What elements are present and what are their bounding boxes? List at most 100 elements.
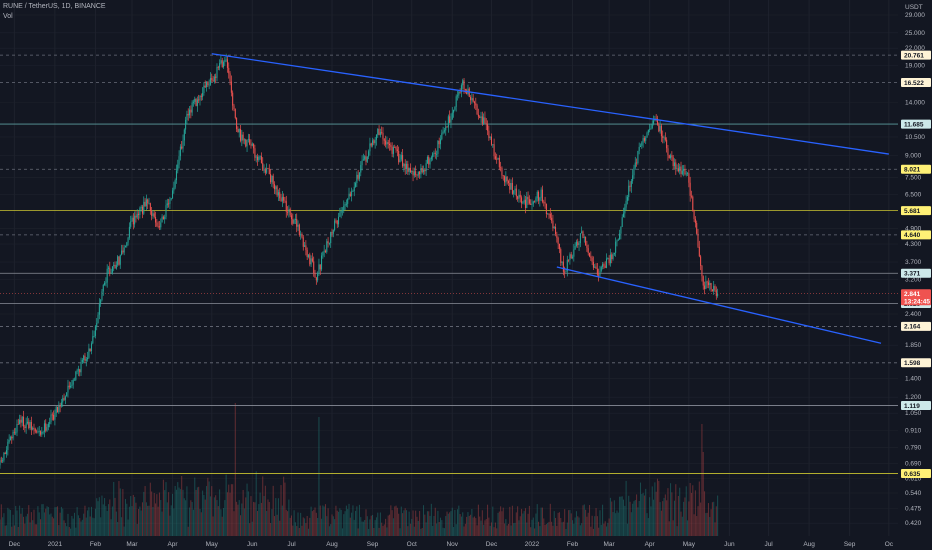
candle-body xyxy=(680,166,682,174)
candle-body xyxy=(353,186,355,192)
volume-bar xyxy=(505,519,507,536)
candle-body xyxy=(426,156,428,164)
price-tick-label: 29.000 xyxy=(905,12,925,19)
volume-bar xyxy=(543,518,545,536)
candle-body xyxy=(581,231,583,234)
candle-body xyxy=(132,217,134,225)
time-tick-label: May xyxy=(206,541,219,548)
candle-body xyxy=(183,129,185,141)
volume-bar xyxy=(253,501,255,536)
volume-bar xyxy=(147,505,149,536)
volume-bar xyxy=(0,519,1,536)
volume-bar xyxy=(357,528,359,536)
volume-indicator-label[interactable]: Vol xyxy=(3,13,13,20)
candle-body xyxy=(119,254,121,265)
volume-bar xyxy=(313,509,315,536)
volume-bar xyxy=(13,525,15,536)
volume-bar xyxy=(110,519,112,536)
candle-body xyxy=(107,267,110,269)
volume-bar xyxy=(389,514,391,536)
candle-body xyxy=(335,220,337,222)
trendlines[interactable] xyxy=(211,53,889,344)
volume-bar xyxy=(382,525,384,536)
volume-bar xyxy=(64,523,66,536)
candle-body xyxy=(207,81,209,86)
time-axis[interactable]: Dec 2021 Feb Mar Apr May Jun Jul Aug Sep Oct Nov Dec… xyxy=(9,541,894,548)
candle-body xyxy=(151,210,153,216)
candle-body xyxy=(191,102,193,113)
volume-bar xyxy=(79,518,81,536)
candle-body xyxy=(462,80,464,86)
volume-bar xyxy=(118,481,120,536)
volume-bar xyxy=(259,492,261,536)
volume-bar xyxy=(19,505,21,536)
candle-body xyxy=(25,423,27,428)
candle-body xyxy=(161,216,163,223)
candle-body xyxy=(676,168,678,170)
price-axis[interactable]: 29.000 25.000 22.000 19.000 14.000 10.500 9.00… xyxy=(905,4,925,527)
candle-body xyxy=(175,170,177,181)
trendline-lower[interactable] xyxy=(556,266,882,344)
volume-bar xyxy=(160,499,162,536)
candle-body xyxy=(138,213,140,215)
volume-bar xyxy=(366,516,368,536)
candle-body xyxy=(439,139,442,145)
candle-body xyxy=(587,248,589,253)
candle-body xyxy=(364,156,366,160)
candle-body xyxy=(675,162,677,170)
volume-bar xyxy=(685,486,687,536)
candle-body xyxy=(94,326,96,336)
candle-body xyxy=(360,165,362,173)
symbol-title[interactable]: RUNE / TetherUS, 1D, BINANCE xyxy=(3,3,106,10)
candle-body xyxy=(658,124,660,132)
candle-body xyxy=(317,273,319,281)
volume-bar xyxy=(415,510,417,536)
volume-bar xyxy=(653,499,655,536)
candle-body xyxy=(33,427,35,429)
volume-bar xyxy=(250,496,252,536)
candle-body xyxy=(569,254,571,261)
volume-bar xyxy=(378,527,380,536)
candle-body xyxy=(105,282,107,284)
volume-bar xyxy=(166,502,168,536)
volume-bar xyxy=(706,512,708,536)
candle-body xyxy=(172,190,174,199)
candle-body xyxy=(370,143,372,146)
candle-body xyxy=(4,452,6,454)
candle-body xyxy=(124,246,127,248)
volume-bar xyxy=(213,497,215,536)
volume-bar xyxy=(676,526,678,536)
trendline-upper[interactable] xyxy=(211,53,889,155)
candle-body xyxy=(178,156,180,165)
volume-bar xyxy=(267,499,269,536)
volume-bar xyxy=(553,511,555,536)
candle-body xyxy=(421,167,423,173)
volume-bar xyxy=(548,521,550,536)
volume-bar xyxy=(277,498,279,536)
volume-bar xyxy=(219,489,221,536)
candle-body xyxy=(598,274,600,276)
candle-body xyxy=(460,85,462,93)
candle-body xyxy=(297,224,299,227)
level-tag-bg xyxy=(901,164,931,174)
candle-body xyxy=(493,144,495,157)
volume-bar xyxy=(689,482,691,536)
candle-body xyxy=(475,103,477,106)
volume-bar xyxy=(471,508,473,536)
volume-bar xyxy=(245,497,247,536)
candle-body xyxy=(42,431,44,433)
volume-bar xyxy=(630,512,632,536)
candle-body xyxy=(626,197,628,201)
candle-body xyxy=(535,198,537,202)
volume-bar xyxy=(140,510,142,536)
candle-body xyxy=(224,60,226,63)
price-tick-label: 14.000 xyxy=(905,99,925,106)
candle-body xyxy=(279,192,281,199)
volume-bar xyxy=(25,516,27,536)
volume-bar xyxy=(66,526,68,536)
candle-body xyxy=(472,98,474,102)
level-tag-bg xyxy=(901,119,931,129)
volume-bar xyxy=(195,489,197,536)
volume-bar xyxy=(4,525,6,536)
